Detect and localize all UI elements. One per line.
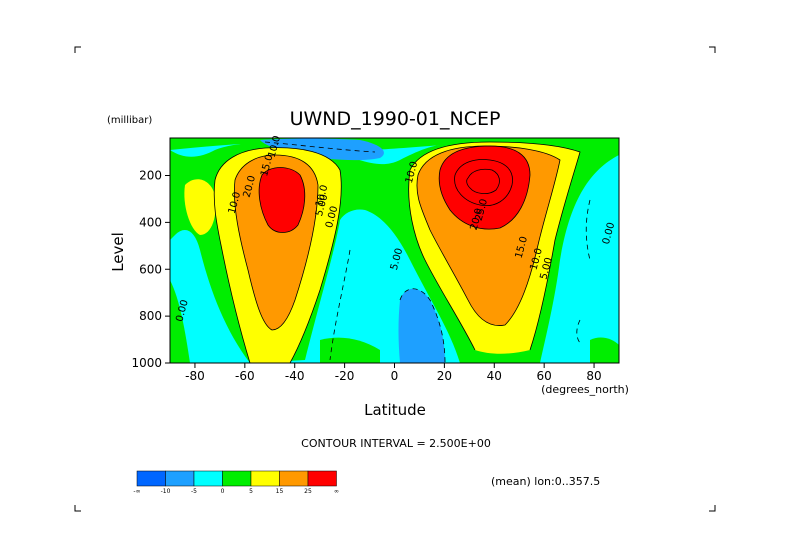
x-tick-label: 0 — [391, 369, 399, 383]
y-tick-label: 1000 — [131, 356, 162, 370]
region-yellow-left — [184, 179, 216, 235]
mean-lon-text: (mean) lon:0..357.5 — [491, 475, 600, 488]
y-units: (millibar) — [107, 115, 152, 126]
corner-marks — [74, 46, 716, 512]
y-tick-label: 200 — [139, 169, 162, 183]
colorbar-label: 25 — [304, 488, 312, 495]
region-green-np — [590, 337, 619, 363]
y-tick-label: 800 — [139, 309, 162, 323]
x-tick-label: -60 — [235, 369, 255, 383]
chart-title: UWND_1990-01_NCEP — [290, 108, 501, 130]
x-axis: -80 -60 -40 -20 0 20 40 60 80 — [185, 363, 602, 383]
x-tick-label: 40 — [487, 369, 502, 383]
colorbar-label: 15 — [276, 488, 284, 495]
colorbar-swatch — [193, 470, 223, 487]
colorbar-swatch — [307, 470, 337, 487]
negative-contours — [264, 141, 591, 363]
y-axis: 200 400 600 800 1000 — [131, 169, 170, 370]
region-strat-cyan — [260, 138, 384, 161]
y-axis-label: Level — [109, 232, 127, 272]
colorbar-swatch — [279, 470, 309, 487]
y-tick-label: 600 — [139, 262, 162, 276]
colorbar-swatch — [222, 470, 252, 487]
x-tick-label: -80 — [185, 369, 205, 383]
colorbar-label: 0 — [221, 488, 225, 495]
colorbar-swatch — [250, 470, 280, 487]
x-tick-label: 60 — [537, 369, 552, 383]
region-green-left — [170, 280, 190, 363]
colorbar-label: ∞ — [334, 488, 339, 495]
x-tick-label: 80 — [586, 369, 601, 383]
x-units: (degrees_north) — [541, 383, 629, 396]
plot-area: 10.015.020.010.0 10.05.000.000.005.0010.0… — [169, 135, 620, 364]
colorbar-label: -10 — [161, 488, 171, 495]
x-tick-label: -20 — [335, 369, 355, 383]
colorbar-label: 5 — [249, 488, 253, 495]
x-axis-label: Latitude — [364, 401, 426, 419]
x-tick-label: 20 — [437, 369, 452, 383]
contour-interval-text: CONTOUR INTERVAL = 2.500E+00 — [301, 437, 491, 450]
colorbar-label: -5 — [191, 488, 197, 495]
colorbar-swatch — [165, 470, 195, 487]
region-green-bottom-eq — [320, 337, 380, 363]
colorbar-swatch — [136, 470, 166, 487]
y-tick-label: 400 — [139, 215, 162, 229]
x-tick-label: -40 — [285, 369, 305, 383]
region-red-sh — [259, 167, 305, 233]
colorbar: -∞ -10 -5 0 5 15 25 ∞ — [133, 470, 339, 495]
contour-lines — [213, 141, 581, 363]
colorbar-label: -∞ — [133, 488, 140, 495]
